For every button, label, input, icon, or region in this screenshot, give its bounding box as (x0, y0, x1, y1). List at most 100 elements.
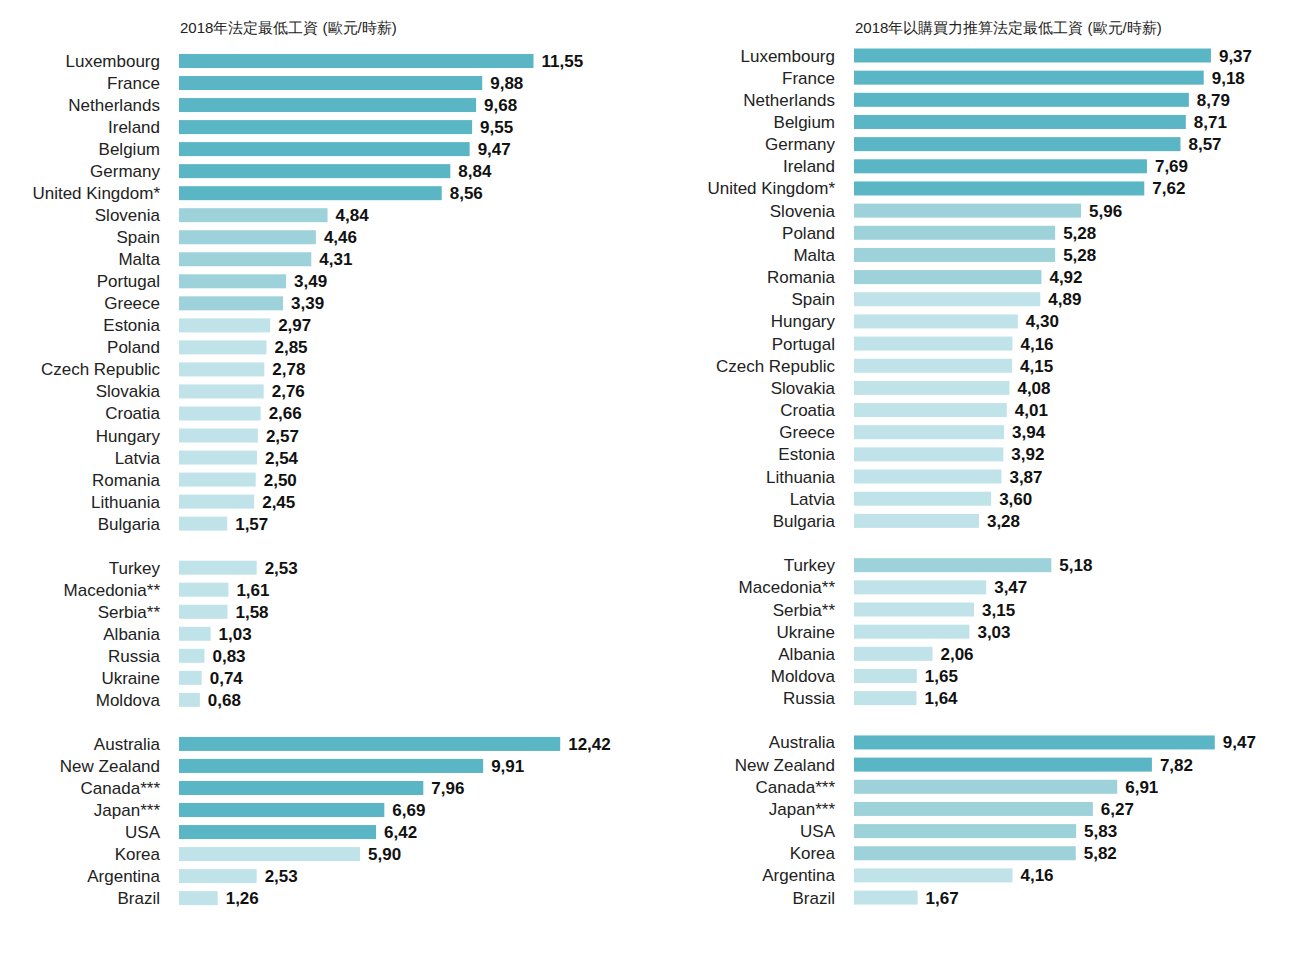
data-label: 7,62 (1152, 179, 1185, 198)
category-label: Netherlands (743, 91, 835, 110)
bar (179, 76, 482, 90)
category-label: Luxembourg (740, 47, 835, 66)
category-label: Poland (782, 224, 835, 243)
data-label: 4,89 (1048, 290, 1081, 309)
category-label: Latvia (115, 449, 161, 468)
category-label: Ireland (783, 157, 835, 176)
data-label: 5,90 (368, 845, 401, 864)
data-label: 3,87 (1009, 468, 1042, 487)
data-label: 2,66 (269, 404, 302, 423)
category-label: Russia (783, 689, 836, 708)
category-label: Romania (92, 471, 161, 490)
bar (854, 447, 1003, 461)
category-label: Russia (108, 647, 161, 666)
category-label: New Zealand (735, 756, 835, 775)
category-label: Slovenia (770, 202, 836, 221)
bar (854, 492, 991, 506)
chart-title: 2018年以購買力推算法定最低工資 (歐元/時薪) (855, 19, 1162, 36)
bar (854, 625, 969, 639)
category-label: Argentina (762, 866, 835, 885)
category-label: Malta (793, 246, 835, 265)
category-label: Slovenia (95, 206, 161, 225)
bar (854, 802, 1093, 816)
data-label: 9,47 (1223, 733, 1256, 752)
category-label: Greece (104, 294, 160, 313)
data-label: 1,65 (925, 667, 958, 686)
bar (179, 869, 257, 883)
data-label: 1,64 (924, 689, 958, 708)
category-label: Brazil (117, 889, 160, 908)
category-label: Korea (790, 844, 836, 863)
data-label: 7,69 (1155, 157, 1188, 176)
data-label: 9,47 (478, 140, 511, 159)
bar (179, 98, 476, 112)
category-label: Ukraine (776, 623, 835, 642)
bar (179, 605, 227, 619)
bar (179, 296, 283, 310)
data-label: 4,08 (1017, 379, 1050, 398)
data-label: 5,28 (1063, 224, 1096, 243)
category-label: Australia (94, 735, 161, 754)
data-label: 2,76 (272, 382, 305, 401)
bar (179, 847, 360, 861)
data-label: 4,31 (319, 250, 352, 269)
bar (854, 337, 1012, 351)
bar (854, 647, 932, 661)
bar (179, 252, 311, 266)
category-label: Slovakia (96, 382, 161, 401)
bar (179, 781, 423, 795)
bar (854, 470, 1001, 484)
data-label: 2,85 (274, 338, 307, 357)
labels: Luxembourg9,37France9,18Netherlands8,79B… (707, 47, 1255, 908)
data-label: 4,84 (336, 206, 370, 225)
category-label: Croatia (105, 404, 160, 423)
data-label: 4,46 (324, 228, 357, 247)
data-label: 9,55 (480, 118, 513, 137)
data-label: 2,53 (265, 867, 298, 886)
bar (179, 208, 328, 222)
category-label: Spain (117, 228, 160, 247)
data-label: 1,03 (219, 625, 252, 644)
bar (854, 603, 974, 617)
data-label: 5,18 (1059, 556, 1092, 575)
bar (854, 514, 979, 528)
data-label: 2,06 (940, 645, 973, 664)
bar (854, 403, 1007, 417)
category-label: Serbia** (773, 601, 836, 620)
bar (854, 691, 916, 705)
chart-panel: 2018年以購買力推算法定最低工資 (歐元/時薪)Luxembourg9,37F… (707, 19, 1255, 908)
bar (854, 314, 1018, 328)
data-label: 4,16 (1020, 335, 1053, 354)
category-label: Slovakia (771, 379, 836, 398)
bar (179, 429, 258, 443)
data-label: 1,58 (235, 603, 268, 622)
category-label: New Zealand (60, 757, 160, 776)
data-label: 9,18 (1212, 69, 1245, 88)
bar (854, 93, 1189, 107)
bar (179, 693, 200, 707)
data-label: 3,15 (982, 601, 1015, 620)
data-label: 4,15 (1020, 357, 1053, 376)
category-label: Turkey (784, 556, 836, 575)
category-label: USA (125, 823, 161, 842)
category-label: United Kingdom* (707, 179, 835, 198)
category-label: Hungary (96, 427, 161, 446)
category-label: Moldova (771, 667, 836, 686)
data-label: 6,42 (384, 823, 417, 842)
category-label: Germany (90, 162, 160, 181)
bar (854, 292, 1040, 306)
bar (854, 824, 1076, 838)
category-label: Malta (118, 250, 160, 269)
category-label: USA (800, 822, 836, 841)
bar (179, 561, 257, 575)
data-label: 5,82 (1084, 844, 1117, 863)
category-label: Japan*** (769, 800, 836, 819)
bar (854, 425, 1004, 439)
category-label: France (107, 74, 160, 93)
data-label: 6,69 (392, 801, 425, 820)
bar (854, 891, 918, 905)
data-label: 3,28 (987, 512, 1020, 531)
bar (179, 517, 227, 531)
bar (179, 671, 202, 685)
data-label: 2,57 (266, 427, 299, 446)
